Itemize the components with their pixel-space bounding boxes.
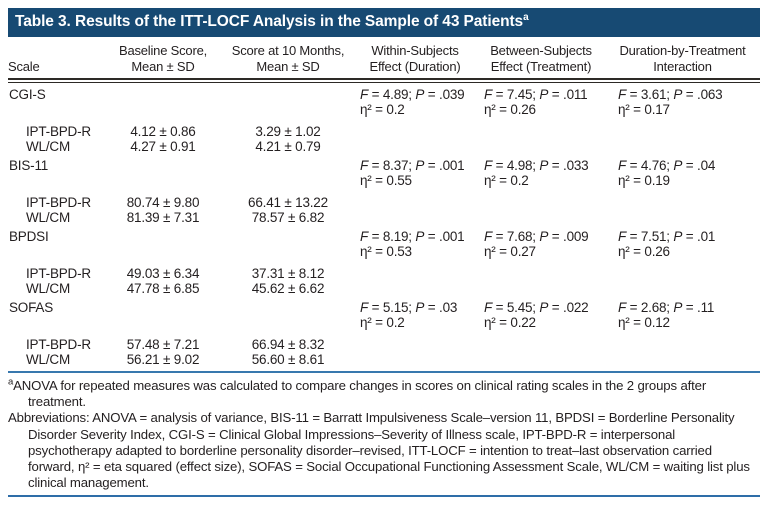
column-header-between-subjects: Between-Subjects Effect (Treatment) (490, 43, 592, 74)
eta-row: η² = 0.2 η² = 0.26 η² = 0.17 (8, 102, 760, 117)
treatment-label: WL/CM (26, 281, 70, 296)
eta-row: η² = 0.55 η² = 0.2 η² = 0.19 (8, 173, 760, 188)
scale-group-bpdsi: BPDSI F = 8.19; P = .001 F = 7.68; P = .… (8, 229, 760, 296)
results-table: Table 3. Results of the ITT-LOCF Analysi… (8, 8, 760, 498)
month10-score: 78.57 ± 6.82 (251, 210, 325, 225)
table-bottom-rule (8, 495, 760, 498)
treatment-row: IPT-BPD-R 4.12 ± 0.86 3.29 ± 1.02 (8, 124, 760, 139)
treatment-row: IPT-BPD-R 49.03 ± 6.34 37.31 ± 8.12 (8, 266, 760, 281)
table-title-bar: Table 3. Results of the ITT-LOCF Analysi… (8, 8, 760, 37)
column-header-interaction: Duration-by-Treatment Interaction (619, 43, 746, 74)
within-effect-stat: F = 4.89; P = .039 (360, 87, 465, 102)
treatment-row: WL/CM 4.27 ± 0.91 4.21 ± 0.79 (8, 139, 760, 154)
between-eta-value: η² = 0.2 (484, 173, 529, 188)
column-header-within-subjects: Within-Subjects Effect (Duration) (369, 43, 461, 74)
body-footnote-divider-rule (8, 371, 760, 373)
column-header-baseline: Baseline Score, Mean ± SD (118, 43, 208, 74)
footnote-abbreviations: Abbreviations: ANOVA = analysis of varia… (8, 410, 750, 491)
treatment-label: WL/CM (26, 210, 70, 225)
interaction-eta-value: η² = 0.19 (618, 173, 670, 188)
column-header-scale: Scale (8, 58, 40, 74)
between-effect-stat: F = 7.45; P = .011 (484, 87, 588, 102)
scale-row: CGI-S F = 4.89; P = .039 F = 7.45; P = .… (8, 87, 760, 102)
between-effect-stat: F = 4.98; P = .033 (484, 158, 589, 173)
eta-row: η² = 0.53 η² = 0.27 η² = 0.26 (8, 244, 760, 259)
treatment-label: IPT-BPD-R (26, 266, 91, 281)
month10-score: 37.31 ± 8.12 (251, 266, 325, 281)
interaction-eta-value: η² = 0.17 (618, 102, 670, 117)
scale-group-cgi-s: CGI-S F = 4.89; P = .039 F = 7.45; P = .… (8, 87, 760, 154)
baseline-score: 4.12 ± 0.86 (130, 124, 196, 139)
scale-group-sofas: SOFAS F = 5.15; P = .03 F = 5.45; P = .0… (8, 300, 760, 367)
scale-row: BIS-11 F = 8.37; P = .001 F = 4.98; P = … (8, 158, 760, 173)
within-eta-value: η² = 0.53 (360, 244, 412, 259)
scale-row: SOFAS F = 5.15; P = .03 F = 5.45; P = .0… (8, 300, 760, 315)
treatment-label: WL/CM (26, 352, 70, 367)
baseline-score: 49.03 ± 6.34 (126, 266, 200, 281)
between-eta-value: η² = 0.22 (484, 315, 536, 330)
footnote-marker: a (8, 376, 14, 388)
between-eta-value: η² = 0.26 (484, 102, 536, 117)
baseline-score: 47.78 ± 6.85 (126, 281, 200, 296)
between-effect-stat: F = 7.68; P = .009 (484, 229, 589, 244)
interaction-effect-stat: F = 3.61; P = .063 (618, 87, 723, 102)
treatment-row: WL/CM 56.21 ± 9.02 56.60 ± 8.61 (8, 352, 760, 367)
column-header-10months: Score at 10 Months, Mean ± SD (231, 43, 345, 74)
within-eta-value: η² = 0.2 (360, 102, 405, 117)
interaction-eta-value: η² = 0.12 (618, 315, 670, 330)
header-divider-rule (8, 78, 760, 83)
treatment-row: WL/CM 81.39 ± 7.31 78.57 ± 6.82 (8, 210, 760, 225)
footnotes: aANOVA for repeated measures was calcula… (8, 373, 760, 491)
month10-score: 45.62 ± 6.62 (251, 281, 325, 296)
month10-score: 56.60 ± 8.61 (251, 352, 325, 367)
treatment-row: IPT-BPD-R 57.48 ± 7.21 66.94 ± 8.32 (8, 337, 760, 352)
table-body: CGI-S F = 4.89; P = .039 F = 7.45; P = .… (8, 83, 760, 367)
baseline-score: 56.21 ± 9.02 (126, 352, 200, 367)
treatment-row: WL/CM 47.78 ± 6.85 45.62 ± 6.62 (8, 281, 760, 296)
scale-group-bis-11: BIS-11 F = 8.37; P = .001 F = 4.98; P = … (8, 158, 760, 225)
table-title-footnote-marker: a (523, 11, 529, 23)
within-effect-stat: F = 8.37; P = .001 (360, 158, 465, 173)
within-eta-value: η² = 0.2 (360, 315, 405, 330)
scale-row: BPDSI F = 8.19; P = .001 F = 7.68; P = .… (8, 229, 760, 244)
between-effect-stat: F = 5.45; P = .022 (484, 300, 589, 315)
column-header-row: Scale Baseline Score, Mean ± SD Score at… (8, 37, 760, 78)
within-effect-stat: F = 8.19; P = .001 (360, 229, 465, 244)
interaction-effect-stat: F = 2.68; P = .11 (618, 300, 715, 315)
interaction-effect-stat: F = 7.51; P = .01 (618, 229, 716, 244)
baseline-score: 4.27 ± 0.91 (130, 139, 196, 154)
scale-label: BPDSI (9, 229, 49, 244)
treatment-label: IPT-BPD-R (26, 337, 91, 352)
within-eta-value: η² = 0.55 (360, 173, 412, 188)
footnote-anova: aANOVA for repeated measures was calcula… (8, 376, 707, 410)
treatment-row: IPT-BPD-R 80.74 ± 9.80 66.41 ± 13.22 (8, 195, 760, 210)
interaction-effect-stat: F = 4.76; P = .04 (618, 158, 716, 173)
scale-label: CGI-S (9, 87, 46, 102)
month10-score: 66.94 ± 8.32 (251, 337, 325, 352)
interaction-eta-value: η² = 0.26 (618, 244, 670, 259)
eta-row: η² = 0.2 η² = 0.22 η² = 0.12 (8, 315, 760, 330)
month10-score: 66.41 ± 13.22 (248, 195, 328, 210)
scale-label: BIS-11 (9, 158, 49, 173)
treatment-label: WL/CM (26, 139, 70, 154)
treatment-label: IPT-BPD-R (26, 195, 91, 210)
baseline-score: 80.74 ± 9.80 (126, 195, 200, 210)
month10-score: 3.29 ± 1.02 (255, 124, 321, 139)
within-effect-stat: F = 5.15; P = .03 (360, 300, 458, 315)
scale-label: SOFAS (9, 300, 54, 315)
baseline-score: 81.39 ± 7.31 (126, 210, 200, 225)
between-eta-value: η² = 0.27 (484, 244, 536, 259)
baseline-score: 57.48 ± 7.21 (126, 337, 200, 352)
month10-score: 4.21 ± 0.79 (255, 139, 321, 154)
treatment-label: IPT-BPD-R (26, 124, 91, 139)
table-title: Table 3. Results of the ITT-LOCF Analysi… (15, 13, 524, 30)
